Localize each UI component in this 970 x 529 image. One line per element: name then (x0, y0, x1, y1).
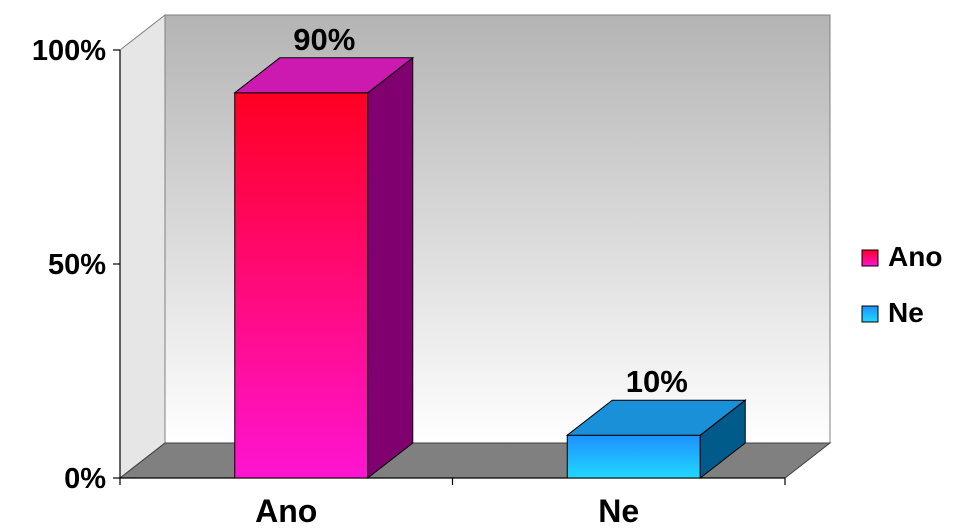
bar-ano-side (367, 56, 414, 480)
legend-label-ano: Ano (888, 241, 942, 272)
bar-ne-front (566, 434, 701, 479)
y-axis-ticks: 0% 50% 100% (32, 35, 120, 495)
data-labels-group: 90% 10% (293, 22, 688, 399)
y-tick-label: 50% (48, 249, 106, 281)
legend-swatch-ano (861, 249, 879, 267)
legend-label-ne: Ne (888, 297, 924, 328)
y-tick-label: 100% (32, 35, 106, 67)
x-category-label: Ne (598, 493, 639, 529)
legend-swatch-ne (861, 305, 879, 323)
bars-group (233, 56, 747, 480)
bar-ano-top (233, 57, 415, 94)
data-label-ano: 90% (293, 22, 355, 57)
chart-side-wall (119, 13, 166, 480)
bar-ne-top (565, 399, 747, 436)
x-category-label: Ano (255, 493, 317, 529)
data-label-ne: 10% (626, 364, 688, 399)
x-axis-ticks: Ano Ne (119, 478, 786, 529)
y-tick-label: 0% (64, 463, 106, 495)
bar-ano-front (234, 92, 369, 479)
legend: Ano Ne (861, 241, 942, 328)
